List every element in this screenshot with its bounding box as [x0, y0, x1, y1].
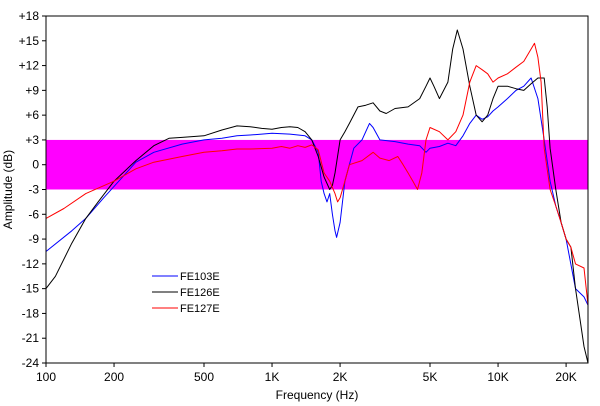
band-layer	[46, 139, 588, 190]
x-tick-label: 2K	[333, 370, 348, 384]
y-tick-label: -6	[28, 207, 39, 221]
y-tick-label: -12	[22, 257, 40, 271]
tolerance-band	[46, 139, 588, 190]
y-axis-title: Amplitude (dB)	[1, 150, 15, 229]
y-tick-label: 0	[32, 158, 39, 172]
series-line-fe127e	[45, 42, 589, 306]
x-tick-label: 100	[36, 370, 56, 384]
y-tick-label: +18	[19, 9, 40, 23]
x-axis-title: Frequency (Hz)	[276, 388, 359, 402]
y-tick-label: -21	[22, 331, 40, 345]
x-axis-ticks: 100 200 500 1K 2K 5K 10K 20K	[36, 363, 577, 384]
y-tick-label: -18	[22, 306, 40, 320]
series-layer	[45, 29, 589, 364]
legend-label: FE126E	[180, 287, 220, 299]
x-tick-label: 5K	[423, 370, 438, 384]
legend-label: FE127E	[180, 303, 220, 315]
y-tick-label: -15	[22, 282, 40, 296]
y-tick-label: +15	[19, 34, 40, 48]
y-axis-ticks: +18 +15 +12 +9 +6 +3 0 -3 -6 -9 -12 -15 -18 -21 -24	[19, 9, 46, 370]
y-tick-label: +3	[25, 133, 39, 147]
y-tick-label: +9	[25, 83, 39, 97]
x-tick-label: 20K	[555, 370, 576, 384]
y-tick-label: -3	[28, 183, 39, 197]
x-tick-label: 500	[194, 370, 214, 384]
x-tick-label: 200	[104, 370, 124, 384]
y-tick-label: -9	[28, 232, 39, 246]
y-tick-label: +12	[19, 59, 40, 73]
y-tick-label: +6	[25, 108, 39, 122]
legend: FE103E FE126E FE127E	[152, 271, 220, 315]
x-tick-label: 10K	[487, 370, 508, 384]
x-tick-label: 1K	[265, 370, 280, 384]
legend-label: FE103E	[180, 271, 220, 283]
y-tick-label: -24	[22, 356, 40, 370]
series-line-fe103e	[45, 77, 589, 306]
series-line-fe126e	[45, 29, 589, 364]
